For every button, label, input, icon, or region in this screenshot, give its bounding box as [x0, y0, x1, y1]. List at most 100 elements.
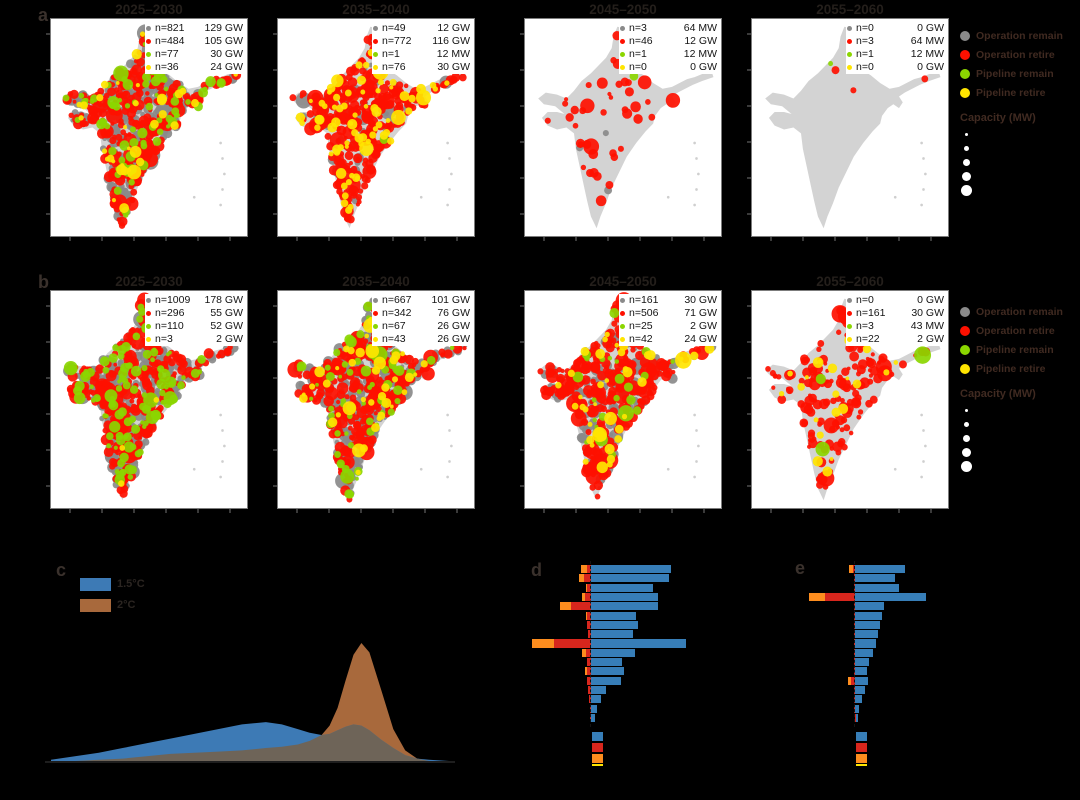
- x-axis-tick: [898, 237, 900, 241]
- bar-blue-right: [855, 565, 906, 574]
- panel-d-label: d: [531, 560, 542, 580]
- bar-red-left: [553, 639, 591, 648]
- y-axis-tick: [520, 141, 524, 143]
- bar-blue-right: [855, 611, 882, 620]
- y-axis-tick: [46, 213, 50, 215]
- bar-red-left: [588, 685, 591, 695]
- y-axis-tick: [273, 177, 277, 179]
- y-axis-tick: [747, 33, 751, 35]
- pipeline-remain-dot-icon: [620, 324, 625, 329]
- india-map: [765, 26, 941, 229]
- bar-blue-right: [855, 620, 880, 629]
- legend-capacity: 24 GW: [684, 333, 717, 345]
- x-axis-tick: [802, 237, 804, 241]
- legend-n-count: n=0: [856, 294, 874, 306]
- panel-c-label: c: [56, 560, 67, 580]
- legend-capacity: 30 GW: [911, 307, 944, 319]
- map-legend-row: n=67 26 GW: [373, 320, 470, 333]
- map-legend-row: n=3 64 MW: [620, 22, 717, 35]
- bar-blue-right: [855, 592, 927, 602]
- legend-item-label: Operation retire: [976, 49, 1055, 61]
- legend-n-count: n=43: [382, 333, 406, 345]
- pipeline-retire-dot-icon: [620, 337, 625, 342]
- density-legend-label-brown: 2°C: [117, 599, 136, 611]
- x-axis-tick: [133, 509, 135, 513]
- bar-blue-right: [591, 713, 595, 722]
- legend-n-count: n=77: [155, 48, 179, 60]
- scatter-operation_retire: [765, 299, 931, 490]
- y-axis-tick: [273, 485, 277, 487]
- legend-capacity: 0 GW: [917, 61, 944, 73]
- bar-blue-right: [855, 713, 858, 722]
- scatter-pipeline_retire: [555, 305, 715, 474]
- legend-capacity: 129 GW: [204, 22, 243, 34]
- capacity-size-dot: [961, 171, 971, 181]
- y-axis-tick: [520, 69, 524, 71]
- x-axis-tick: [69, 509, 71, 513]
- pipeline-retire-dot-icon: [847, 65, 852, 70]
- zero-axis-dashed-line: [590, 561, 591, 728]
- legend-item-label: Operation remain: [976, 30, 1063, 42]
- x-axis-tick: [802, 509, 804, 513]
- pipeline-remain-dot-icon: [960, 345, 970, 355]
- x-axis-tick: [456, 237, 458, 241]
- map-legend-row: n=43 26 GW: [373, 333, 470, 346]
- legend-item-label: Operation remain: [976, 306, 1063, 318]
- x-axis-tick: [703, 509, 705, 513]
- india-map: [63, 292, 240, 501]
- map-legend-row: n=3 2 GW: [146, 333, 243, 346]
- y-axis-tick: [747, 413, 751, 415]
- map-panel: 2025–2030 n=821 129 GW n=484 105 GW n=77 30 GW…: [46, 2, 248, 241]
- bar-orange-left: [581, 592, 586, 602]
- map-inset-legend: n=161 30 GW n=506 71 GW n=25 2 GW n=42 24 GW: [619, 294, 718, 346]
- y-axis-tick: [747, 341, 751, 343]
- operation-remain-dot-icon: [373, 298, 378, 303]
- bar-red-left: [587, 620, 591, 629]
- map-legend-row: n=1 12 MW: [847, 48, 944, 61]
- y-axis-tick: [46, 377, 50, 379]
- bar-blue-right: [591, 583, 653, 592]
- bar-orange-left: [578, 574, 585, 583]
- operation-remain-dot-icon: [960, 31, 970, 41]
- pipeline-retire-dot-icon: [847, 337, 852, 342]
- map-inset-legend: n=0 0 GW n=161 30 GW n=3 43 MW n=22 2 GW: [846, 294, 945, 346]
- x-axis-tick: [101, 237, 103, 241]
- y-axis-tick: [273, 105, 277, 107]
- map-title: 2055–2060: [816, 2, 884, 17]
- legend-n-count: n=296: [155, 307, 185, 319]
- legend-capacity: 26 GW: [437, 333, 470, 345]
- y-axis-tick: [520, 341, 524, 343]
- scatter-pipeline_remain: [828, 61, 834, 67]
- y-axis-tick: [747, 449, 751, 451]
- legend-capacity: 178 GW: [204, 294, 243, 306]
- x-axis-tick: [328, 237, 330, 241]
- bar-blue-right: [855, 639, 876, 648]
- legend-n-count: n=1: [382, 48, 400, 60]
- bar-blue-right: [591, 620, 638, 629]
- map-legend-row: n=36 24 GW: [146, 61, 243, 74]
- map-legend-row: n=46 12 GW: [620, 35, 717, 48]
- y-axis-tick: [520, 413, 524, 415]
- map-title: 2035–2040: [342, 2, 410, 17]
- x-axis-tick: [575, 509, 577, 513]
- legend-n-count: n=1009: [155, 294, 191, 306]
- x-axis-tick: [639, 237, 641, 241]
- capacity-size-dot: [963, 145, 969, 151]
- y-axis-tick: [520, 213, 524, 215]
- bar-red-left: [587, 667, 591, 676]
- y-axis-tick: [520, 33, 524, 35]
- india-map: [538, 26, 714, 229]
- legend-capacity: 30 GW: [437, 61, 470, 73]
- legend-capacity: 12 GW: [684, 35, 717, 47]
- bar-blue-right: [855, 602, 884, 611]
- x-axis-tick: [866, 509, 868, 513]
- map-panel: 2025–2030 n=1009 178 GW n=296 55 GW n=110 52 G…: [46, 274, 248, 513]
- bar-orange-left: [849, 565, 854, 574]
- operation-remain-dot-icon: [847, 298, 852, 303]
- bar-red-left: [587, 565, 591, 574]
- capacity-size-dot: [960, 184, 972, 196]
- legend-n-count: n=0: [856, 61, 874, 73]
- legend-capacity: 43 MW: [910, 320, 944, 332]
- bar-blue-right: [591, 658, 623, 667]
- operation-retire-dot-icon: [373, 39, 378, 44]
